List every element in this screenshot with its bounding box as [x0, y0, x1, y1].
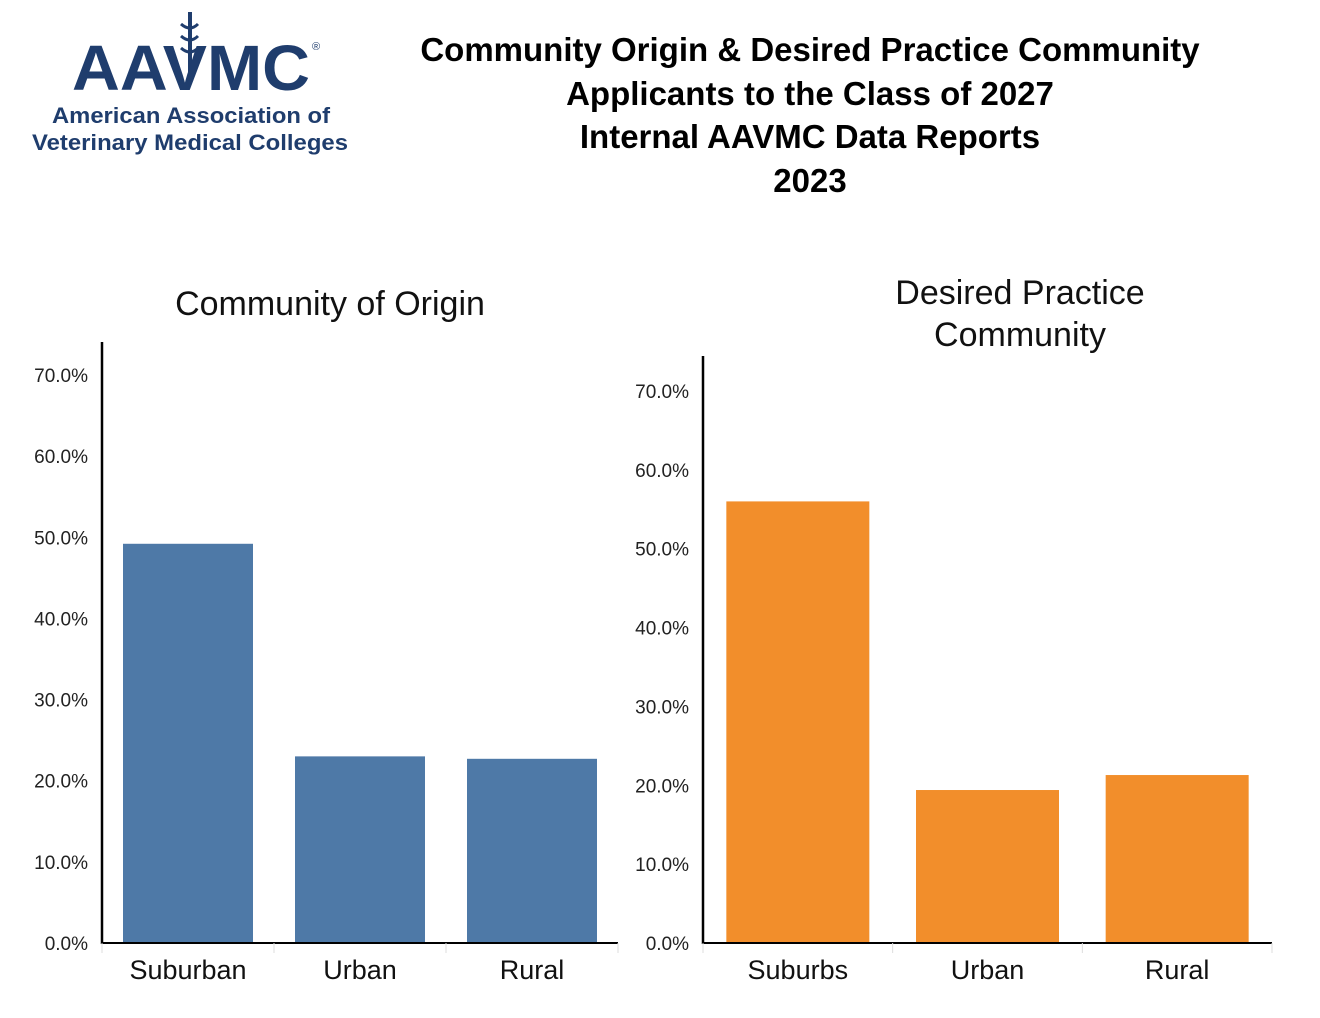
y-tick-label: 70.0% [34, 366, 88, 387]
y-tick-label: 40.0% [635, 619, 689, 640]
chart-title-line: Desired Practice [895, 274, 1144, 312]
bar-rural [467, 758, 597, 943]
bar-suburban [123, 543, 253, 943]
x-tick-label: Rural [500, 955, 565, 985]
title-line-1: Community Origin & Desired Practice Comm… [420, 31, 1200, 68]
y-tick-label: 20.0% [34, 772, 88, 793]
x-tick-label: Suburban [129, 955, 246, 985]
aavmc-logo: AAVMC ® American Association of Veterina… [32, 12, 348, 155]
x-tick-label: Urban [951, 955, 1025, 985]
x-tick-label: Suburbs [748, 955, 849, 985]
chart-title-line: Community [934, 316, 1106, 354]
y-tick-label: 10.0% [635, 855, 689, 876]
bar-urban [916, 790, 1059, 943]
y-tick-label: 60.0% [34, 447, 88, 468]
caduceus-icon [180, 12, 200, 72]
page-title: Community Origin & Desired Practice Comm… [390, 28, 1230, 202]
title-line-3: Internal AAVMC Data Reports [579, 118, 1041, 155]
y-tick-label: 50.0% [34, 528, 88, 549]
y-tick-label: 0.0% [646, 934, 689, 955]
x-tick-label: Rural [1145, 955, 1210, 985]
chart-title: Desired Practice Community [895, 274, 1144, 354]
y-tick-label: 70.0% [635, 382, 689, 403]
y-tick-label: 60.0% [635, 461, 689, 482]
title-line-4: 2023 [773, 161, 847, 199]
bar-urban [295, 756, 425, 943]
logo-wordmark: AAVMC [72, 32, 310, 104]
y-tick-label: 10.0% [34, 853, 88, 874]
logo-tagline-line2: Veterinary Medical Colleges [32, 130, 348, 155]
y-tick-label: 30.0% [34, 691, 88, 712]
y-tick-label: 0.0% [45, 934, 88, 955]
y-tick-label: 40.0% [34, 609, 88, 630]
y-tick-label: 50.0% [635, 540, 689, 561]
y-tick-label: 20.0% [635, 776, 689, 797]
title-line-2: Applicants to the Class of 2027 [566, 74, 1054, 112]
logo-registered-mark: ® [312, 41, 320, 53]
chart-title: Community of Origin [175, 285, 485, 323]
y-tick-label: 30.0% [635, 697, 689, 718]
logo-tagline-line1: American Association of [52, 103, 331, 128]
bar-rural [1105, 775, 1249, 943]
bar-suburbs [726, 501, 870, 943]
x-tick-label: Urban [323, 955, 397, 985]
